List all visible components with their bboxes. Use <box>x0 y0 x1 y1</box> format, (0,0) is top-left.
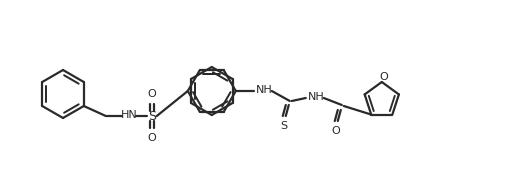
Text: O: O <box>380 72 388 82</box>
Text: NH: NH <box>307 92 324 102</box>
Text: S: S <box>280 121 287 131</box>
Text: NH: NH <box>255 85 272 95</box>
Text: S: S <box>148 110 156 123</box>
Text: O: O <box>331 126 340 136</box>
Text: O: O <box>148 133 156 143</box>
Text: HN: HN <box>121 110 137 120</box>
Text: O: O <box>148 89 156 99</box>
